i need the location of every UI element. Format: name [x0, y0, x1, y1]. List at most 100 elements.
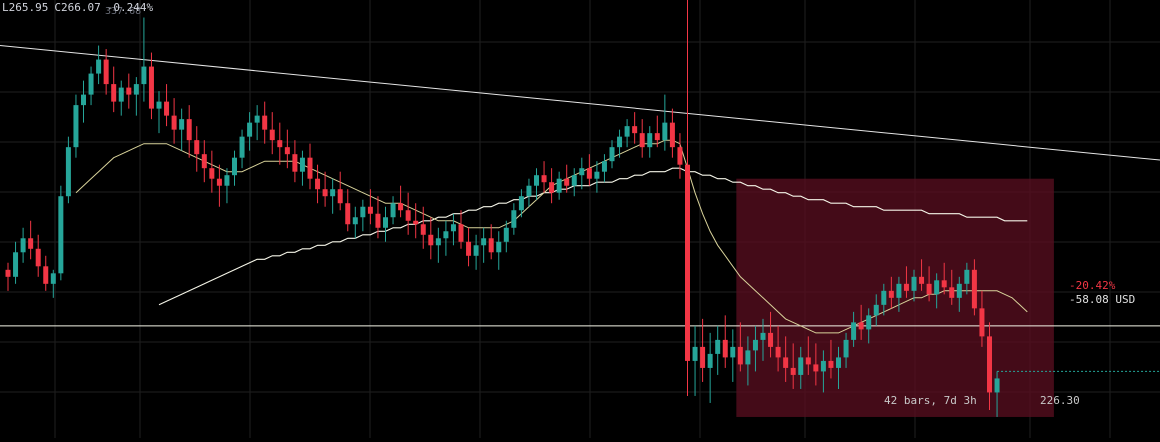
candle [73, 94, 79, 158]
candle [503, 220, 509, 253]
candle [639, 119, 645, 158]
candle-body [352, 217, 358, 225]
candle [579, 157, 585, 190]
candle-body [820, 360, 826, 372]
candle-body [805, 357, 811, 365]
candle-body [964, 269, 970, 284]
candle [81, 80, 86, 123]
candle [43, 255, 49, 291]
candle-body [307, 157, 313, 179]
candle [209, 150, 215, 193]
candle [556, 171, 562, 200]
candle-body [534, 175, 539, 186]
candle-body [934, 280, 940, 295]
candle-body [413, 220, 419, 225]
candle-body [262, 115, 268, 130]
candle [934, 273, 940, 309]
candle-body [511, 210, 517, 228]
measure-percent-label: -20.42% [1069, 279, 1116, 292]
candle-body [737, 346, 743, 365]
candle [911, 269, 917, 302]
candle [571, 168, 577, 197]
candle [518, 189, 524, 218]
candle-body [118, 87, 124, 102]
candle-body [209, 168, 215, 179]
candle-body [586, 168, 592, 179]
candle-body [624, 126, 630, 137]
candle-body [428, 234, 434, 246]
candle-body [556, 178, 562, 193]
measure-price-label: 226.30 [1040, 394, 1080, 407]
candle-body [405, 210, 411, 221]
candle [405, 192, 411, 235]
ohlc-change: -0.244% [106, 1, 154, 14]
candle-body [186, 119, 192, 141]
candle-body [722, 339, 728, 358]
candle [398, 185, 404, 218]
candle [564, 164, 570, 193]
candle-body [881, 290, 887, 305]
candle-body [73, 105, 79, 148]
candle-body [420, 224, 426, 235]
candle-body [20, 238, 26, 253]
candle-body [43, 266, 49, 284]
candle-body [194, 140, 200, 155]
candle-body [813, 364, 819, 372]
candle [239, 129, 245, 169]
candle [224, 168, 230, 204]
candle-body [541, 175, 547, 183]
candle [820, 350, 826, 393]
candle [126, 73, 132, 109]
candle [277, 122, 283, 165]
candle-body [435, 238, 441, 246]
candle [828, 339, 834, 379]
candle-body [247, 122, 253, 137]
candle-body [692, 346, 698, 361]
candle-body [873, 304, 879, 316]
candle [843, 332, 849, 368]
candle [692, 325, 698, 396]
candle [896, 276, 902, 312]
candle [669, 108, 675, 158]
candle-body [345, 203, 351, 225]
candle-body [13, 252, 19, 277]
candle-body [88, 73, 94, 95]
candle [247, 112, 253, 151]
candle [745, 336, 751, 386]
candle-body [488, 238, 494, 253]
candle [685, 0, 690, 396]
candle-body [858, 322, 864, 330]
candle [307, 143, 313, 190]
candle [315, 164, 321, 204]
candle [20, 227, 26, 263]
candle [35, 234, 41, 277]
candle-body [647, 133, 653, 148]
candle-body [337, 189, 343, 204]
candle [858, 304, 864, 340]
candle-body [58, 196, 64, 274]
candle [118, 80, 124, 116]
candle-body [851, 322, 857, 340]
candle-body [466, 241, 472, 256]
candle [216, 164, 222, 207]
candle-body [971, 269, 977, 309]
candle [367, 189, 373, 225]
candle [971, 259, 977, 316]
candle [768, 311, 774, 358]
trendline [0, 45, 1160, 161]
candle-body [843, 339, 849, 358]
candle [96, 45, 102, 85]
candle [926, 266, 932, 302]
candle [700, 318, 706, 382]
candle-body [292, 154, 298, 172]
candle-body [911, 276, 917, 291]
candle [413, 203, 419, 239]
candle [466, 227, 472, 267]
candle-body [639, 133, 645, 148]
candle [617, 129, 623, 158]
candle [873, 294, 879, 326]
candle [949, 269, 955, 305]
candle [103, 49, 109, 95]
